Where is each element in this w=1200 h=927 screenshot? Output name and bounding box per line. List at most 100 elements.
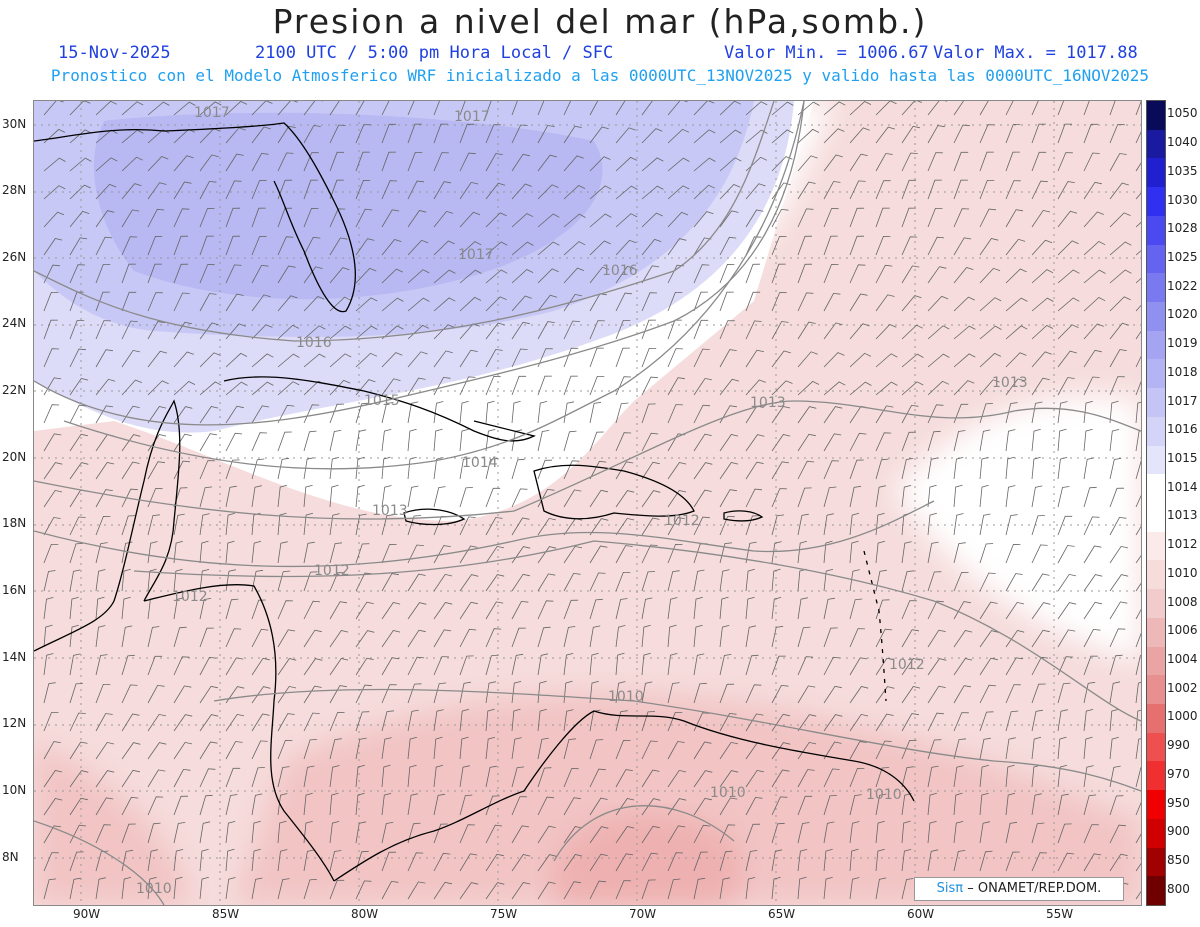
florida-coast	[34, 122, 357, 313]
legend-label: 990	[1167, 738, 1190, 753]
central-america-coast	[143, 584, 335, 882]
legend-label: 1013	[1167, 508, 1198, 523]
lon-tick: 60W	[907, 907, 935, 921]
legend-label: 1008	[1167, 594, 1198, 609]
legend-swatch	[1147, 876, 1165, 906]
lon-tick: 70W	[629, 907, 657, 921]
lat-lon-grid	[34, 101, 1141, 905]
wind-barbs	[43, 101, 1141, 900]
isobar-1015	[63, 101, 805, 470]
isobar-1017	[34, 101, 775, 342]
pressure-map-canvas: 1017 1017 1017 1016 1016 1015 1014 1013 …	[34, 101, 1141, 905]
contour-label: 1012	[172, 589, 208, 605]
sispi-brand: Sisπ	[936, 881, 964, 896]
pressure-zone-1010-west	[34, 741, 194, 905]
lat-tick: 20N	[2, 450, 27, 464]
legend-swatch	[1147, 445, 1165, 475]
legend-label: 1030	[1167, 192, 1198, 207]
legend-swatch	[1147, 732, 1165, 762]
legend-label: 1010	[1167, 565, 1198, 580]
lat-tick: 24N	[2, 316, 27, 330]
header-info-row: 15-Nov-2025 2100 UTC / 5:00 pm Hora Loca…	[0, 43, 1200, 65]
contour-label: 1013	[750, 395, 786, 411]
yucatan-coast	[34, 399, 181, 652]
legend-label: 1002	[1167, 680, 1198, 695]
legend-label: 1022	[1167, 278, 1198, 293]
lat-tick: 14N	[2, 650, 27, 664]
legend-swatch	[1147, 531, 1165, 561]
contour-label: 1017	[194, 105, 230, 121]
map-title: Presion a nivel del mar (hPa,somb.)	[272, 2, 928, 41]
contour-label: 1012	[664, 513, 700, 529]
legend-swatch	[1147, 761, 1165, 791]
legend-label: 1050	[1167, 106, 1198, 121]
lat-tick: 28N	[2, 183, 27, 197]
isobar-1010	[213, 688, 1141, 792]
legend-label: 900	[1167, 824, 1190, 839]
legend-label: 1028	[1167, 221, 1198, 236]
legend-swatch	[1147, 273, 1165, 303]
legend-label: 1004	[1167, 651, 1198, 666]
legend-swatch	[1147, 129, 1165, 159]
legend-label: 800	[1167, 881, 1190, 896]
legend-label: 1006	[1167, 623, 1198, 638]
legend-swatch	[1147, 187, 1165, 217]
legend-label: 1020	[1167, 307, 1198, 322]
contour-label: 1010	[710, 785, 746, 801]
max-value-label: Valor Max. = 1017.88	[933, 43, 1138, 63]
lat-tick: 22N	[2, 383, 27, 397]
lon-tick: 55W	[1046, 907, 1074, 921]
legend-label: 1035	[1167, 163, 1198, 178]
contour-label: 1012	[889, 657, 925, 673]
lon-tick: 75W	[490, 907, 518, 921]
contour-label: 1010	[136, 881, 172, 897]
isobar-1013b	[34, 500, 935, 568]
isobars	[34, 101, 1141, 905]
legend-label: 1012	[1167, 537, 1198, 552]
pressure-map[interactable]: 1017 1017 1017 1016 1016 1015 1014 1013 …	[33, 100, 1142, 906]
credit-box: Sisπ – ONAMET/REP.DOM.	[914, 877, 1124, 901]
legend-swatch	[1147, 101, 1165, 131]
legend-swatch	[1147, 617, 1165, 648]
coastlines	[34, 122, 915, 882]
jamaica-coast	[403, 508, 466, 526]
lon-tick: 85W	[212, 907, 240, 921]
legend-swatch	[1147, 503, 1165, 533]
pressure-zone-1018	[94, 112, 603, 300]
legend-swatch	[1147, 646, 1165, 676]
legend-label: 1019	[1167, 336, 1198, 351]
lat-tick: 12N	[2, 716, 27, 730]
legend-swatch	[1147, 589, 1165, 619]
lat-tick: 10N	[2, 783, 27, 797]
legend-swatch	[1147, 818, 1165, 849]
legend-label: 970	[1167, 766, 1190, 781]
legend-swatch	[1147, 847, 1165, 877]
legend-label: 850	[1167, 852, 1190, 867]
legend-swatch	[1147, 244, 1165, 274]
south-america-coast	[333, 710, 915, 882]
contour-labels: 1017 1017 1017 1016 1016 1015 1014 1013 …	[136, 105, 1028, 897]
legend-label: 1000	[1167, 709, 1198, 724]
contour-label: 1010	[866, 787, 902, 803]
legend-swatch	[1147, 704, 1165, 734]
lat-tick: 30N	[2, 117, 27, 131]
legend-swatch	[1147, 330, 1165, 360]
credit-org: – ONAMET/REP.DOM.	[967, 881, 1102, 896]
lat-tick: 8N	[2, 850, 19, 864]
legend-label: 1018	[1167, 364, 1198, 379]
contour-label: 1013	[992, 375, 1028, 391]
model-subtitle: Pronostico con el Modelo Atmosferico WRF…	[50, 66, 1150, 85]
contour-label: 1017	[458, 247, 494, 263]
legend-label: 1017	[1167, 393, 1198, 408]
lon-tick: 80W	[351, 907, 379, 921]
contour-label: 1014	[462, 455, 498, 471]
lat-tick: 16N	[2, 583, 27, 597]
isobar-1016	[34, 101, 805, 426]
hispaniola-coast	[533, 464, 695, 520]
contour-label: 1016	[296, 335, 332, 351]
legend-label: 1015	[1167, 450, 1198, 465]
lat-tick: 18N	[2, 516, 27, 530]
contour-label: 1016	[602, 263, 638, 279]
lon-tick: 90W	[73, 907, 101, 921]
lat-tick: 26N	[2, 250, 27, 264]
